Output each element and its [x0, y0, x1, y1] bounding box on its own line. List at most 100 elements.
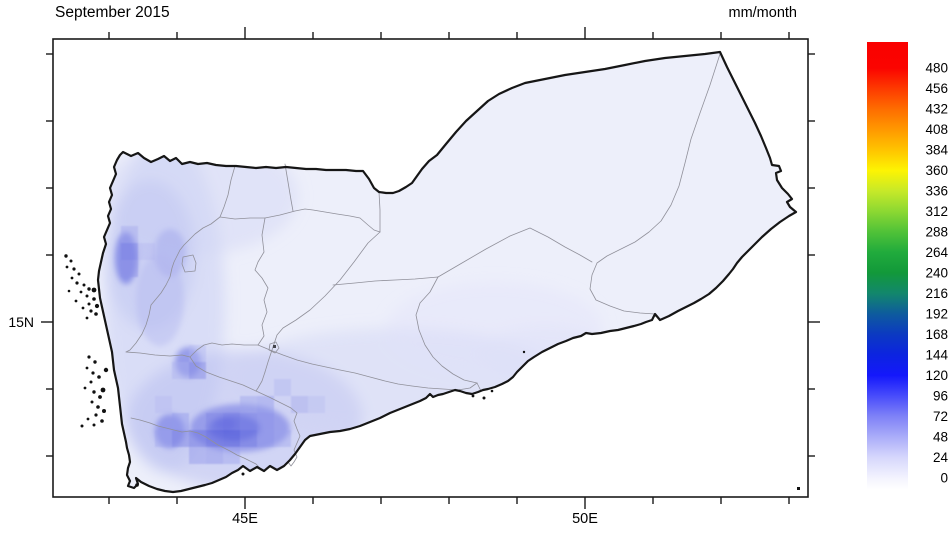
- colorbar-label-456: 456: [925, 81, 948, 96]
- island-dot: [74, 299, 78, 303]
- colorbar-label-144: 144: [925, 348, 948, 363]
- x-tick-label-50e: 50E: [572, 511, 598, 527]
- island-dot: [69, 259, 73, 263]
- island-dot: [94, 312, 98, 316]
- island-dot: [75, 281, 79, 285]
- precip-cell: [172, 362, 189, 379]
- island-dot: [87, 355, 91, 359]
- island-dot: [102, 409, 106, 413]
- precip-blob: [136, 254, 184, 346]
- colorbar-label-288: 288: [925, 225, 948, 240]
- map-frame-border: [52, 38, 809, 498]
- precip-cell: [121, 226, 138, 243]
- precip-cell: [189, 362, 206, 379]
- island-dot: [65, 265, 69, 269]
- island-dot: [91, 371, 95, 375]
- admin-line: [219, 165, 236, 218]
- precip-cell: [308, 396, 325, 413]
- colorbar-label-264: 264: [925, 245, 948, 260]
- colorbar-label-384: 384: [925, 143, 948, 158]
- admin-boundaries: [125, 53, 721, 469]
- colorbar-label-360: 360: [925, 163, 948, 178]
- island-dot: [64, 254, 68, 258]
- precip-cell: [291, 396, 308, 413]
- colorbar-label-96: 96: [933, 389, 948, 404]
- island-dot: [482, 396, 486, 400]
- island-dot: [471, 394, 475, 398]
- admin-district-loop: [181, 254, 197, 273]
- precip-cell: [172, 413, 189, 430]
- island-dot: [85, 366, 89, 370]
- island-dot: [86, 417, 90, 421]
- admin-line: [125, 216, 221, 353]
- colorbar-label-120: 120: [925, 368, 948, 383]
- precip-cell: [257, 430, 274, 447]
- island-dot: [522, 350, 526, 354]
- island-dot: [92, 390, 96, 394]
- admin-line: [189, 356, 301, 467]
- island-dot: [91, 287, 97, 293]
- island-dot: [490, 389, 494, 393]
- colorbar: [867, 42, 908, 490]
- precip-cell: [121, 260, 138, 277]
- island-dot: [89, 309, 93, 313]
- precip-cell: [240, 396, 257, 413]
- admin-line: [264, 231, 381, 373]
- precip-cell: [189, 430, 206, 447]
- admin-line: [219, 208, 381, 233]
- island-dot: [67, 289, 71, 293]
- colorbar-labels: 4804564324083843603363122882642402161921…: [925, 61, 948, 486]
- island-dot: [96, 405, 100, 409]
- admin-line: [257, 344, 478, 391]
- colorbar-units-label: mm/month: [729, 5, 798, 21]
- island-dot: [98, 395, 102, 399]
- admin-line: [415, 276, 478, 384]
- precip-cell: [206, 430, 223, 447]
- admin-line: [378, 191, 381, 233]
- colorbar-label-480: 480: [925, 61, 948, 76]
- figure-title: September 2015: [55, 4, 170, 21]
- island-dot: [77, 272, 81, 276]
- island-dot: [82, 283, 86, 287]
- island-dot: [94, 303, 100, 309]
- precip-cell: [155, 430, 172, 447]
- island-dot: [85, 294, 89, 298]
- island-dot: [87, 287, 91, 291]
- precipitation-raster-cells: [121, 226, 325, 464]
- y-tick-label-15n: 15N: [8, 314, 34, 330]
- colorbar-label-24: 24: [933, 450, 949, 465]
- admin-line: [284, 163, 294, 212]
- island-dot: [70, 276, 74, 280]
- precip-cell: [138, 243, 155, 260]
- precip-cell: [206, 447, 223, 464]
- admin-line: [476, 382, 482, 392]
- island-dot: [87, 302, 91, 306]
- island-dot: [85, 316, 89, 320]
- colorbar-label-192: 192: [925, 307, 948, 322]
- colorbar-label-216: 216: [925, 286, 948, 301]
- precip-cell: [223, 447, 240, 464]
- island-dot: [93, 360, 97, 364]
- island-dot: [97, 375, 101, 379]
- island-dot: [79, 290, 83, 294]
- precip-cell: [121, 243, 138, 260]
- island-dot: [92, 297, 96, 301]
- precip-cell: [189, 345, 206, 362]
- island-dot: [89, 380, 93, 384]
- colorbar-label-312: 312: [925, 204, 948, 219]
- precip-cell: [223, 413, 240, 430]
- island-dot: [103, 367, 109, 373]
- precip-cell: [206, 413, 223, 430]
- precip-cell: [240, 413, 257, 430]
- island-dot: [94, 413, 98, 417]
- islands: [64, 254, 800, 490]
- admin-line: [255, 371, 266, 392]
- precip-cell: [155, 396, 172, 413]
- capital-district-mark: [273, 345, 276, 348]
- precip-cell: [240, 430, 257, 447]
- axis-ticks: [41, 27, 820, 509]
- x-tick-label-45e: 45E: [232, 511, 258, 527]
- island-dot: [81, 306, 85, 310]
- admin-line: [332, 276, 439, 286]
- admin-line: [254, 217, 269, 346]
